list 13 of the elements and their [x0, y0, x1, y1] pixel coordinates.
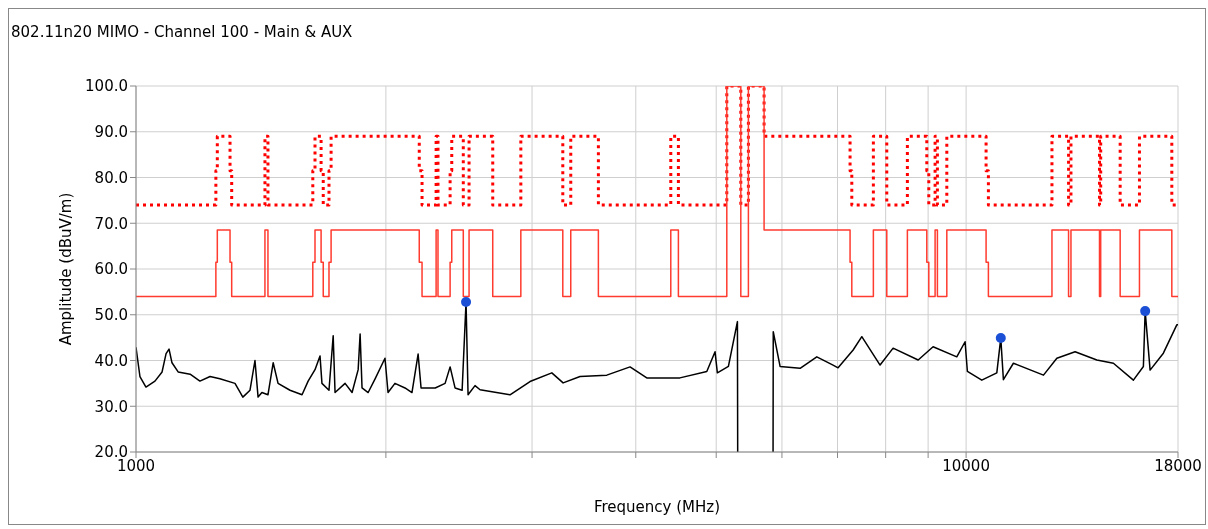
x-axis-title: Frequency (MHz) [593, 498, 721, 516]
x-tick-label: 18000 [1154, 456, 1202, 475]
y-tick-label: 80.0 [94, 168, 128, 187]
y-tick-label: 100.0 [85, 77, 128, 96]
y-tick-label: 60.0 [94, 260, 128, 279]
x-tick-label: 10000 [942, 456, 990, 475]
y-tick-label: 90.0 [94, 123, 128, 142]
y-tick-label: 30.0 [94, 397, 128, 416]
y-tick-label: 70.0 [94, 214, 128, 233]
y-tick-label: 40.0 [94, 351, 128, 370]
y-axis-title: Amplitude (dBuV/m) [57, 192, 76, 346]
chart-title: 802.11n20 MIMO - Channel 100 - Main & AUX [11, 23, 353, 41]
y-tick-label: 50.0 [94, 306, 128, 325]
